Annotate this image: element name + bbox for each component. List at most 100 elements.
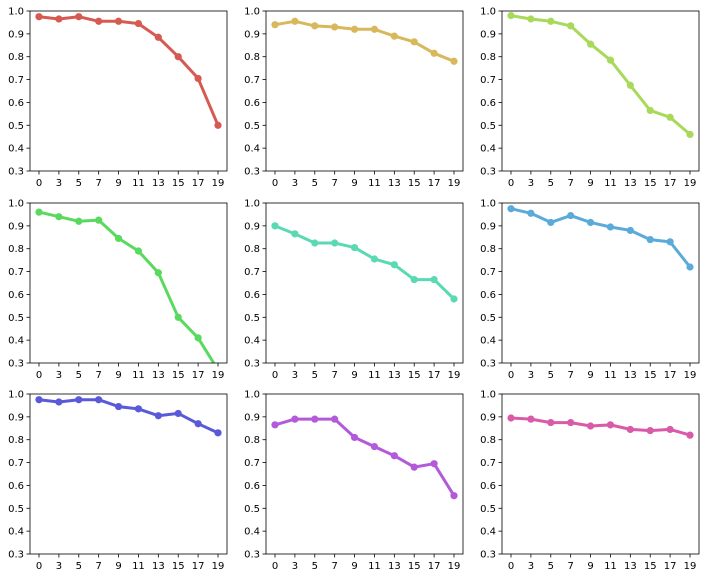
x-tick-label: 13 [624, 561, 637, 572]
axes-frame [265, 202, 464, 364]
data-point [450, 492, 458, 500]
y-tick-label: 0.9 [480, 221, 496, 232]
y-tick-label: 0.4 [480, 144, 496, 155]
data-point [311, 22, 319, 30]
y-tick-label: 0.5 [8, 504, 24, 515]
x-tick-label: 0 [272, 370, 278, 381]
y-tick-label: 0.6 [8, 481, 24, 492]
y-tick-label: 0.5 [480, 504, 496, 515]
data-point [527, 209, 535, 217]
y-tick-label: 0.4 [244, 336, 260, 347]
data-point [35, 396, 43, 404]
data-point [134, 405, 143, 413]
x-tick-label: 3 [292, 561, 298, 572]
data-point [75, 396, 83, 404]
data-point [567, 211, 575, 220]
y-tick-label: 0.9 [480, 29, 496, 40]
x-tick-label: 19 [448, 178, 461, 189]
y-tick-label: 0.7 [244, 267, 260, 278]
data-point [291, 415, 299, 423]
y-tick-label: 0.8 [244, 435, 260, 446]
x-tick-label: 9 [351, 561, 357, 572]
x-tick-label: 0 [508, 178, 514, 189]
x-tick-label: 3 [56, 178, 62, 189]
data-point [174, 313, 182, 321]
data-point [666, 425, 674, 434]
data-point [194, 74, 202, 83]
x-tick-label: 0 [36, 561, 42, 572]
y-tick-label: 0.5 [244, 313, 260, 324]
data-point [567, 418, 575, 427]
y-tick-label: 0.4 [244, 144, 260, 155]
y-tick-label: 0.5 [244, 504, 260, 515]
y-tick-label: 0.9 [244, 412, 260, 423]
y-tick-label: 0.9 [244, 29, 260, 40]
y-tick-label: 0.3 [480, 167, 496, 178]
x-tick-label: 13 [388, 370, 401, 381]
x-tick-label: 13 [388, 561, 401, 572]
axes-frame [265, 393, 464, 555]
data-point [55, 15, 63, 23]
data-point [214, 429, 222, 437]
data-point [686, 431, 694, 439]
x-tick-label: 7 [567, 370, 573, 381]
data-point [430, 275, 438, 284]
x-tick-label: 15 [644, 561, 657, 572]
x-tick-label: 19 [684, 370, 697, 381]
x-tick-label: 17 [664, 178, 677, 189]
x-tick-label: 3 [528, 178, 534, 189]
x-tick-label: 9 [115, 561, 121, 572]
subplot-4: 0.3 0.4 0.5 0.6 0.7 0.8 0.9 1.0 0 3 5 7 9 11 13 15 17 19 [8, 199, 228, 381]
series-line [274, 224, 456, 301]
data-point [350, 433, 359, 442]
x-tick-label: 17 [192, 561, 205, 572]
subplot-8: 0.3 0.4 0.5 0.6 0.7 0.8 0.9 1.0 0 3 5 7 9 11 13 15 17 19 [244, 390, 464, 572]
x-tick-label: 15 [172, 178, 185, 189]
data-point [567, 22, 575, 30]
data-point [114, 402, 123, 411]
y-tick-label: 1.0 [480, 199, 496, 210]
data-point [390, 32, 398, 40]
data-point [450, 295, 458, 303]
x-tick-label: 15 [644, 178, 657, 189]
data-point [35, 208, 43, 216]
x-tick-label: 5 [76, 561, 82, 572]
axes-frame [29, 10, 228, 172]
x-tick-label: 9 [351, 370, 357, 381]
data-point [350, 243, 359, 252]
series-line [510, 14, 691, 136]
x-tick-label: 7 [95, 370, 101, 381]
subplot-6: 0.3 0.4 0.5 0.6 0.7 0.8 0.9 1.0 0 3 5 7 9 11 13 15 17 19 [480, 199, 700, 381]
y-tick-label: 1.0 [480, 7, 496, 18]
data-point [507, 414, 515, 422]
data-point [646, 106, 654, 115]
data-point [134, 19, 143, 28]
x-tick-label: 9 [587, 561, 593, 572]
subplot-2: 0.3 0.4 0.5 0.6 0.7 0.8 0.9 1.0 0 3 5 7 9 11 13 15 17 19 [244, 7, 464, 189]
x-tick-label: 7 [95, 561, 101, 572]
y-tick-label: 0.9 [480, 412, 496, 423]
x-tick-label: 11 [368, 561, 381, 572]
y-tick-label: 0.8 [480, 435, 496, 446]
axes-frame [501, 393, 700, 555]
data-point [586, 218, 595, 227]
x-tick-label: 7 [567, 561, 573, 572]
x-tick-label: 3 [56, 370, 62, 381]
data-point [390, 261, 398, 269]
y-tick-label: 0.3 [244, 359, 260, 370]
axes-frame [29, 202, 228, 364]
data-point [606, 223, 615, 231]
y-tick-label: 0.6 [480, 481, 496, 492]
x-tick-label: 0 [36, 178, 42, 189]
y-tick-label: 0.9 [8, 29, 24, 40]
y-tick-label: 0.5 [480, 313, 496, 324]
x-tick-label: 19 [448, 561, 461, 572]
data-point [271, 222, 279, 230]
x-tick-label: 15 [408, 561, 421, 572]
data-point [331, 239, 339, 247]
subplot-5: 0.3 0.4 0.5 0.6 0.7 0.8 0.9 1.0 0 3 5 7 9 11 13 15 17 19 [244, 199, 464, 381]
data-point [547, 17, 555, 25]
y-tick-label: 1.0 [8, 7, 24, 18]
y-tick-label: 0.3 [244, 167, 260, 178]
data-point [410, 275, 418, 284]
